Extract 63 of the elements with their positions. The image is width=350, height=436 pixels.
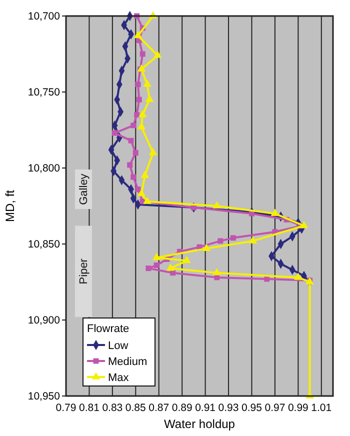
point	[212, 201, 222, 208]
point	[134, 30, 142, 38]
point	[212, 268, 222, 276]
x-tick-label: 0.79	[56, 402, 76, 414]
legend-label: Medium	[108, 356, 148, 368]
point	[143, 196, 152, 204]
y-tick-label: 10,950	[28, 390, 60, 403]
point	[137, 189, 146, 196]
point	[112, 130, 118, 136]
x-tick-label: 0.83	[102, 402, 123, 414]
point	[248, 236, 258, 244]
point	[148, 148, 158, 156]
y-tick-label: 10,900	[28, 314, 60, 327]
x-tick-label: 0.87	[148, 402, 170, 414]
x-tick-label: 0.85	[125, 402, 146, 414]
point	[154, 262, 160, 268]
legend-label: Low	[108, 340, 128, 352]
point	[218, 238, 224, 244]
point	[132, 150, 138, 156]
x-tick-label: 0.99	[288, 402, 309, 414]
point	[134, 112, 140, 118]
band-label: Galley	[78, 173, 90, 205]
point	[230, 235, 236, 241]
y-tick-label: 10,800	[28, 162, 60, 175]
point	[128, 138, 134, 144]
point	[140, 170, 150, 178]
y-axis-title: MD, ft	[3, 189, 17, 222]
point	[294, 272, 302, 280]
point	[135, 186, 141, 192]
point	[137, 64, 146, 72]
x-tick-label: 0.97	[264, 402, 286, 414]
point	[166, 264, 175, 271]
point	[138, 110, 147, 118]
point	[190, 204, 196, 210]
band-label: Piper	[78, 258, 90, 284]
y-tick-label: 10,850	[28, 238, 60, 251]
point	[300, 220, 308, 228]
point	[154, 50, 162, 58]
y-tick-label: 10,750	[28, 86, 60, 99]
point	[152, 252, 161, 260]
point	[135, 82, 141, 88]
x-axis-title: Water holdup	[164, 417, 236, 431]
legend-label: Max	[108, 372, 130, 384]
x-tick-label: 0.81	[79, 402, 100, 414]
point	[145, 94, 154, 102]
point	[146, 266, 152, 272]
point	[140, 51, 146, 57]
x-tick-label: 0.89	[172, 402, 192, 414]
point	[182, 256, 191, 264]
point	[127, 162, 133, 168]
point	[137, 122, 146, 130]
x-tick-label: 1.01	[311, 402, 332, 414]
point	[130, 174, 136, 180]
x-tick-label: 0.95	[242, 402, 262, 414]
point	[143, 80, 152, 87]
point	[130, 122, 136, 128]
x-tick-label: 0.93	[218, 402, 239, 414]
y-tick-label: 10,700	[28, 10, 60, 23]
point	[202, 244, 211, 251]
point	[170, 270, 176, 276]
x-tick-label: 0.91	[195, 402, 216, 414]
legend-title: Flowrate	[87, 323, 130, 335]
point	[136, 96, 142, 102]
